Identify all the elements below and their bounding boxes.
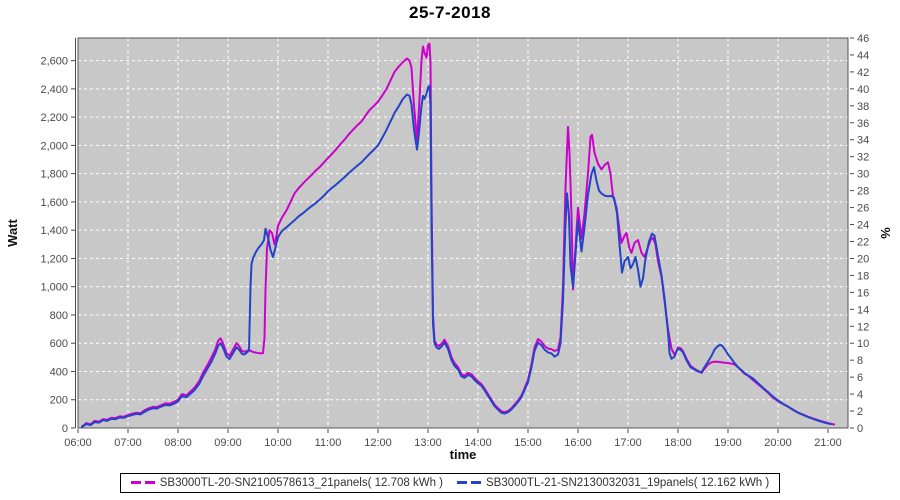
- y-left-tick-label: 2,200: [40, 112, 68, 124]
- y-right-tick-label: 36: [857, 118, 869, 130]
- legend-box: SB3000TL-20-SN2100578613_21panels( 12.70…: [119, 472, 781, 493]
- y-right-tick-label: 22: [857, 236, 869, 248]
- x-tick-label: 15:00: [514, 437, 542, 449]
- y-left-tick-label: 200: [50, 395, 68, 407]
- x-tick-label: 18:00: [664, 437, 692, 449]
- x-tick-label: 10:00: [264, 437, 292, 449]
- y-left-tick-label: 1,000: [40, 282, 68, 294]
- legend-row: SB3000TL-20-SN2100578613_21panels( 12.70…: [0, 471, 900, 493]
- y-right-tick-label: 40: [857, 84, 869, 96]
- y-left-tick-label: 2,400: [40, 84, 68, 96]
- y-left-tick-label: 1,400: [40, 225, 68, 237]
- plot-border: [77, 37, 849, 429]
- x-tick-label: 11:00: [315, 437, 342, 449]
- y-right-tick-label: 46: [857, 33, 869, 45]
- y-right-tick-label: 0: [857, 423, 863, 435]
- y-right-tick-label: 2: [857, 406, 863, 418]
- x-tick-label: 07:00: [114, 437, 142, 449]
- y-right-tick-label: 6: [857, 372, 863, 384]
- plot-background: [78, 38, 848, 428]
- y-right-tick-label: 12: [857, 321, 869, 333]
- y-left-tick-label: 2,600: [40, 56, 68, 68]
- legend-label: SB3000TL-20-SN2100578613_21panels( 12.70…: [159, 476, 443, 489]
- gridlines: [77, 38, 848, 428]
- legend-item: SB3000TL-21-SN2130032031_19panels( 12.16…: [457, 477, 769, 489]
- x-tick-label: 09:00: [214, 437, 242, 449]
- x-tick-label: 12:00: [364, 437, 392, 449]
- legend-item: SB3000TL-20-SN2100578613_21panels( 12.70…: [130, 476, 443, 489]
- y-right-tick-label: 14: [857, 304, 869, 316]
- x-axis-label: time: [450, 447, 477, 462]
- y-right-tick-label: 28: [857, 186, 869, 198]
- y-right-tick-label: 34: [857, 135, 869, 147]
- series-line-2: [81, 85, 832, 428]
- x-tick-label: 08:00: [164, 437, 192, 449]
- series-lines: [81, 42, 835, 428]
- chart-title: 25-7-2018: [408, 3, 491, 22]
- x-tick-label: 20:00: [764, 437, 792, 449]
- y-right-tick-label: 32: [857, 152, 869, 164]
- y-axis-label-right: %: [878, 227, 893, 239]
- y-right-tick-label: 20: [857, 253, 869, 265]
- legend-line-sample: [457, 481, 481, 484]
- y-right-tick-label: 26: [857, 203, 869, 215]
- x-tick-label: 14:00: [464, 437, 492, 449]
- legend-line-sample: [130, 481, 155, 484]
- plot-area: [78, 38, 848, 428]
- y-right-tick-label: 30: [857, 169, 869, 181]
- y-left-tick-label: 2,000: [40, 140, 68, 152]
- y-left-tick-label: 0: [62, 423, 68, 435]
- y-right-tick-label: 24: [857, 220, 869, 232]
- y-left-tick-label: 1,800: [40, 169, 68, 181]
- y-right-tick-label: 4: [857, 389, 863, 401]
- x-tick-label: 16:00: [564, 437, 592, 449]
- y-right-tick-label: 42: [857, 67, 869, 79]
- y-left-tick-label: 1,200: [40, 253, 68, 265]
- y-right-tick-label: 18: [857, 270, 869, 282]
- y-right-tick-label: 44: [857, 50, 869, 62]
- x-tick-label: 13:00: [414, 437, 442, 449]
- y-axis-label-left: Watt: [5, 218, 20, 246]
- y-right-tick-label: 8: [857, 355, 863, 367]
- x-tick-label: 21:00: [814, 437, 842, 449]
- x-tick-label: 17:00: [614, 437, 642, 449]
- x-tick-label: 06:00: [64, 437, 92, 449]
- y-right-tick-label: 16: [857, 287, 869, 299]
- legend-label: SB3000TL-21-SN2130032031_19panels( 12.16…: [486, 476, 770, 489]
- y-left-tick-label: 400: [50, 366, 68, 378]
- y-left-tick-label: 800: [50, 310, 68, 322]
- axes: 02004006008001,0001,2001,4001,6001,8002,…: [40, 33, 869, 449]
- y-right-tick-label: 38: [857, 101, 869, 113]
- x-tick-label: 19:00: [714, 437, 742, 449]
- y-right-tick-label: 10: [857, 338, 869, 350]
- y-left-tick-label: 1,600: [40, 197, 68, 209]
- chart-canvas: 02004006008001,0001,2001,4001,6001,8002,…: [5, 33, 893, 462]
- y-left-tick-label: 600: [50, 338, 68, 350]
